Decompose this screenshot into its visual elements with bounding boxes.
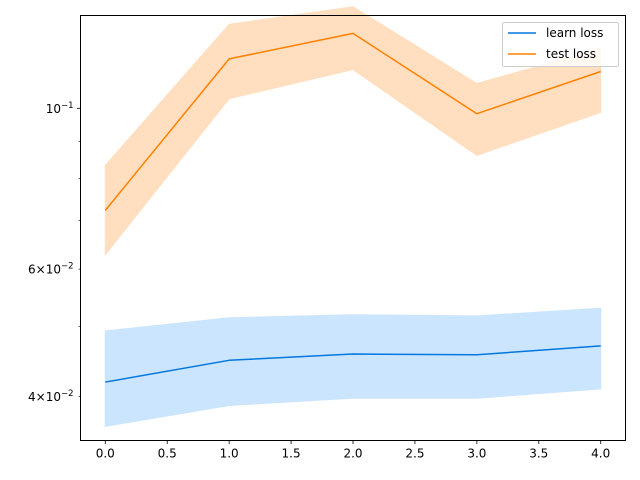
y-axis: 10−1 4×10−2 6×10−2 [28,101,81,404]
series-lines [104,32,601,383]
confidence-bands [104,6,602,427]
legend-label-test-loss: test loss [546,47,596,61]
y-tick-label: 10−1 [46,101,74,116]
x-tick-label: 0.0 [96,447,115,461]
series-line-learn-loss [105,345,601,383]
legend: learn loss test loss [502,22,619,67]
x-axis: 0.0 0.5 1.0 1.5 2.0 2.5 3.0 3.5 4.0 [96,440,610,461]
x-tick-label: 2.0 [343,447,362,461]
x-tick-label: 1.0 [220,447,239,461]
x-tick-label: 4.0 [591,447,610,461]
x-tick-label: 1.5 [282,447,301,461]
x-tick-label: 3.5 [529,447,548,461]
x-tick-label: 3.0 [467,447,486,461]
y-tick-label: 4×10−2 [28,389,74,404]
band-test-loss [104,6,602,257]
x-tick-label: 0.5 [158,447,177,461]
series-line-test-loss [104,32,601,211]
y-tick-label: 6×10−2 [28,262,74,277]
legend-label-learn-loss: learn loss [546,26,603,40]
band-learn-loss [104,307,602,427]
x-tick-label: 2.5 [405,447,424,461]
